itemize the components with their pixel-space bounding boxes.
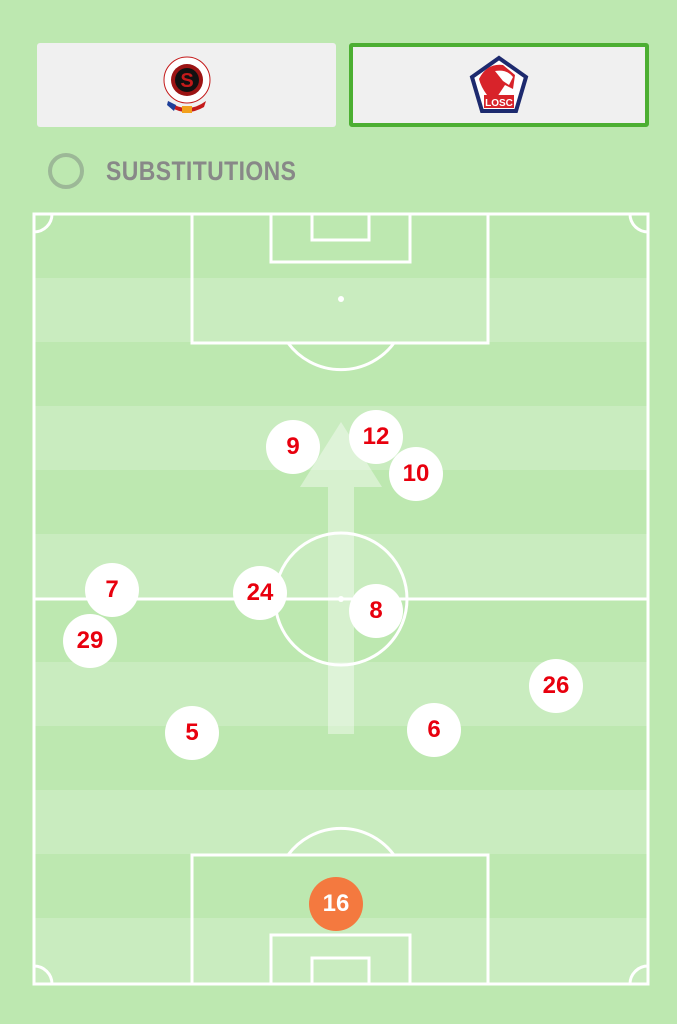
player-number: 26 bbox=[542, 672, 570, 699]
goalkeeper-marker[interactable]: 16 bbox=[309, 877, 363, 931]
player-number: 24 bbox=[246, 579, 274, 606]
team-button-home[interactable]: S bbox=[37, 43, 336, 127]
player-number: 5 bbox=[185, 719, 199, 746]
losc-logo: LOSC bbox=[469, 55, 529, 113]
svg-text:S: S bbox=[180, 70, 193, 92]
player-marker[interactable]: 10 bbox=[389, 447, 443, 501]
player-marker[interactable]: 29 bbox=[63, 614, 117, 668]
player-number: 16 bbox=[322, 890, 350, 917]
player-marker[interactable]: 7 bbox=[85, 563, 139, 617]
player-number: 8 bbox=[369, 597, 383, 624]
player-marker[interactable]: 24 bbox=[233, 566, 287, 620]
player-marker[interactable]: 6 bbox=[407, 703, 461, 757]
pitch-stripes bbox=[34, 278, 648, 984]
player-marker[interactable]: 8 bbox=[349, 584, 403, 638]
substitutions-label: SUBSTITUTIONS bbox=[106, 155, 297, 186]
player-number: 12 bbox=[362, 423, 390, 450]
player-number: 9 bbox=[286, 433, 300, 460]
player-marker[interactable]: 26 bbox=[529, 659, 583, 713]
player-marker[interactable]: 9 bbox=[266, 420, 320, 474]
player-marker[interactable]: 12 bbox=[349, 410, 403, 464]
substitutions-radio[interactable] bbox=[48, 153, 84, 189]
player-number: 6 bbox=[427, 716, 441, 743]
substitutions-toggle[interactable]: SUBSTITUTIONS bbox=[48, 153, 330, 189]
player-number: 10 bbox=[402, 460, 430, 487]
player-number: 29 bbox=[76, 627, 104, 654]
svg-text:LOSC: LOSC bbox=[485, 98, 513, 109]
team-button-away[interactable]: LOSC bbox=[349, 43, 649, 127]
sparta-praha-logo: S bbox=[163, 56, 210, 113]
player-number: 7 bbox=[105, 576, 119, 603]
player-marker[interactable]: 5 bbox=[165, 706, 219, 760]
